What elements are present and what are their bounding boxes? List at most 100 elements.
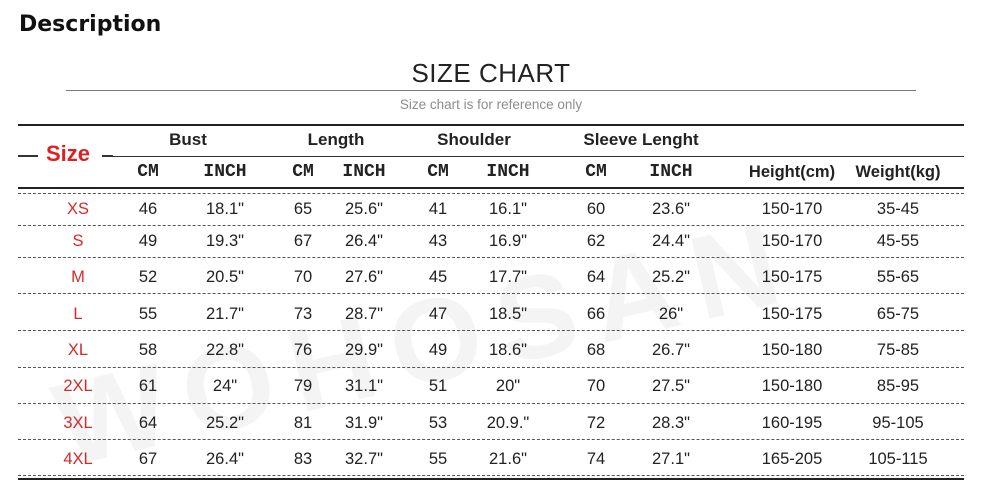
size-cell: 2XL: [63, 377, 93, 395]
row-divider: [18, 475, 964, 476]
size-chart-image: WOHOSAN SIZE CHART Size chart is for ref…: [18, 55, 964, 492]
table-cell: 150-170: [761, 200, 823, 218]
table-cell: 74: [586, 450, 606, 468]
table-cell: 53: [428, 414, 448, 432]
unit-header: Height(cm): [748, 163, 836, 181]
table-cell: 60: [586, 200, 606, 218]
table-cell: 150-175: [761, 305, 823, 323]
row-divider: [18, 439, 964, 440]
table-cell: 26": [658, 305, 684, 323]
row-divider: [18, 403, 964, 404]
description-heading: Description: [19, 12, 162, 37]
table-cell: 67: [293, 232, 313, 250]
table-cell: 81: [293, 414, 313, 432]
table-cell: 67: [138, 450, 158, 468]
table-cell: 68: [586, 341, 606, 359]
unit-header: CM: [427, 162, 449, 182]
table-cell: 73: [293, 305, 313, 323]
table-cell: 21.7": [206, 305, 244, 323]
table-cell: 75-85: [876, 341, 920, 359]
row-divider: [18, 367, 964, 368]
row-divider: [18, 330, 964, 331]
table-cell: 65-75: [876, 305, 920, 323]
table-cell: 28.7": [345, 305, 383, 323]
table-cell: 41: [428, 200, 448, 218]
unit-header: Weight(kg): [855, 163, 941, 181]
table-cell: 64: [138, 414, 158, 432]
unit-header: CM: [137, 162, 159, 182]
size-cell: XL: [67, 341, 89, 359]
size-column-header: Size: [18, 141, 113, 168]
table-cell: 55-65: [876, 268, 920, 286]
table-cell: 64: [586, 268, 606, 286]
table-cell: 25.2": [206, 414, 244, 432]
table-cell: 65: [293, 200, 313, 218]
table-cell: 18.1": [206, 200, 244, 218]
table-cell: 61: [138, 377, 158, 395]
table-cell: 62: [586, 232, 606, 250]
table-cell: 52: [138, 268, 158, 286]
table-cell: 26.7": [652, 341, 690, 359]
table-cell: 17.7": [489, 268, 527, 286]
table-cell: 43: [428, 232, 448, 250]
table-cell: 95-105: [872, 414, 924, 432]
group-header-divider: [113, 156, 964, 157]
size-cell: 4XL: [63, 450, 93, 468]
row-divider: [18, 257, 964, 258]
table-cell: 22.8": [206, 341, 244, 359]
table-cell: 79: [293, 377, 313, 395]
unit-header: CM: [292, 162, 314, 182]
group-header: Shoulder: [437, 130, 511, 149]
size-header-dash-left: [18, 155, 38, 157]
title-rule: [66, 90, 916, 91]
table-cell: 16.1": [489, 200, 527, 218]
table-cell: 21.6": [489, 450, 527, 468]
unit-header: INCH: [203, 162, 247, 182]
unit-header: CM: [585, 162, 607, 182]
table-cell: 83: [293, 450, 313, 468]
watermark: WOHOSAN: [42, 192, 809, 494]
table-cell: 26.4": [345, 232, 383, 250]
table-cell: 29.9": [345, 341, 383, 359]
table-cell: 20.9.": [486, 414, 530, 432]
table-cell: 105-115: [868, 450, 928, 468]
table-cell: 160-195: [761, 414, 823, 432]
table-cell: 55: [428, 450, 448, 468]
unit-header: INCH: [342, 162, 386, 182]
size-cell: M: [71, 268, 85, 286]
table-cell: 45: [428, 268, 448, 286]
table-cell: 25.6": [345, 200, 383, 218]
table-cell: 25.2": [652, 268, 690, 286]
size-chart-title: SIZE CHART: [411, 58, 571, 88]
size-cell: XS: [66, 200, 90, 218]
table-cell: 27.5": [652, 377, 690, 395]
table-cell: 24.4": [652, 232, 690, 250]
size-cell: L: [73, 305, 83, 323]
group-header: Length: [307, 130, 365, 149]
table-cell: 51: [428, 377, 448, 395]
table-cell: 27.1": [652, 450, 690, 468]
table-cell: 49: [428, 341, 448, 359]
size-header-label: Size: [46, 141, 91, 166]
table-cell: 150-170: [761, 232, 823, 250]
table-cell: 28.3": [652, 414, 690, 432]
table-cell: 66: [586, 305, 606, 323]
table-cell: 19.3": [206, 232, 244, 250]
table-cell: 45-55: [876, 232, 920, 250]
table-cell: 85-95: [876, 377, 920, 395]
size-header-dash-right: [102, 155, 113, 157]
table-cell: 20.5": [206, 268, 244, 286]
table-cell: 150-180: [761, 377, 823, 395]
table-cell: 49: [138, 232, 158, 250]
table-top-border: [18, 124, 964, 126]
table-cell: 31.1": [345, 377, 383, 395]
row-divider: [18, 193, 964, 194]
table-cell: 24": [212, 377, 238, 395]
group-header: Bust: [169, 130, 207, 149]
table-cell: 150-180: [761, 341, 823, 359]
size-cell: S: [72, 232, 84, 250]
table-cell: 18.5": [489, 305, 527, 323]
row-divider: [18, 293, 964, 294]
table-cell: 72: [586, 414, 606, 432]
table-cell: 165-205: [761, 450, 823, 468]
